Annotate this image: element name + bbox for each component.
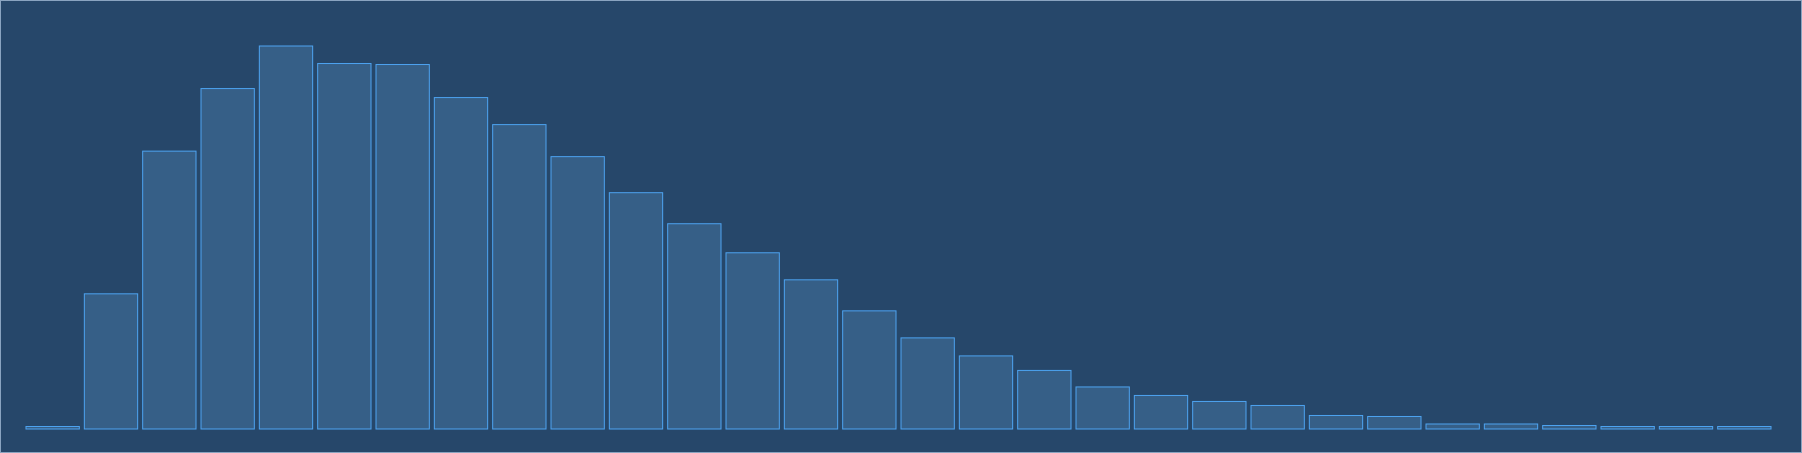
bar-14 bbox=[783, 279, 839, 430]
bar-30 bbox=[1717, 426, 1772, 430]
bar-28 bbox=[1600, 426, 1655, 430]
bar-6 bbox=[317, 63, 372, 430]
bar-20 bbox=[1133, 394, 1189, 430]
bar-2 bbox=[83, 293, 139, 430]
bar-5 bbox=[258, 45, 314, 430]
bar-11 bbox=[608, 192, 664, 430]
bar-9 bbox=[492, 124, 547, 430]
bar-12 bbox=[667, 223, 722, 430]
bar-29 bbox=[1658, 426, 1714, 430]
bar-10 bbox=[550, 156, 605, 430]
bar-22 bbox=[1250, 404, 1305, 430]
bar-17 bbox=[958, 355, 1014, 430]
bar-24 bbox=[1367, 415, 1422, 430]
bar-16 bbox=[900, 337, 955, 430]
bar-19 bbox=[1075, 386, 1130, 430]
bar-26 bbox=[1483, 423, 1539, 430]
bar-1 bbox=[25, 426, 80, 430]
bar-8 bbox=[433, 97, 489, 430]
bar-13 bbox=[725, 252, 780, 430]
bar-15 bbox=[842, 310, 897, 430]
bar-4 bbox=[200, 88, 255, 430]
bar-3 bbox=[142, 150, 197, 430]
bar-7 bbox=[375, 64, 430, 430]
bar-21 bbox=[1192, 400, 1247, 430]
bar-23 bbox=[1308, 414, 1364, 430]
bar-18 bbox=[1017, 369, 1072, 430]
bar-27 bbox=[1542, 425, 1597, 430]
bar-25 bbox=[1425, 423, 1480, 430]
